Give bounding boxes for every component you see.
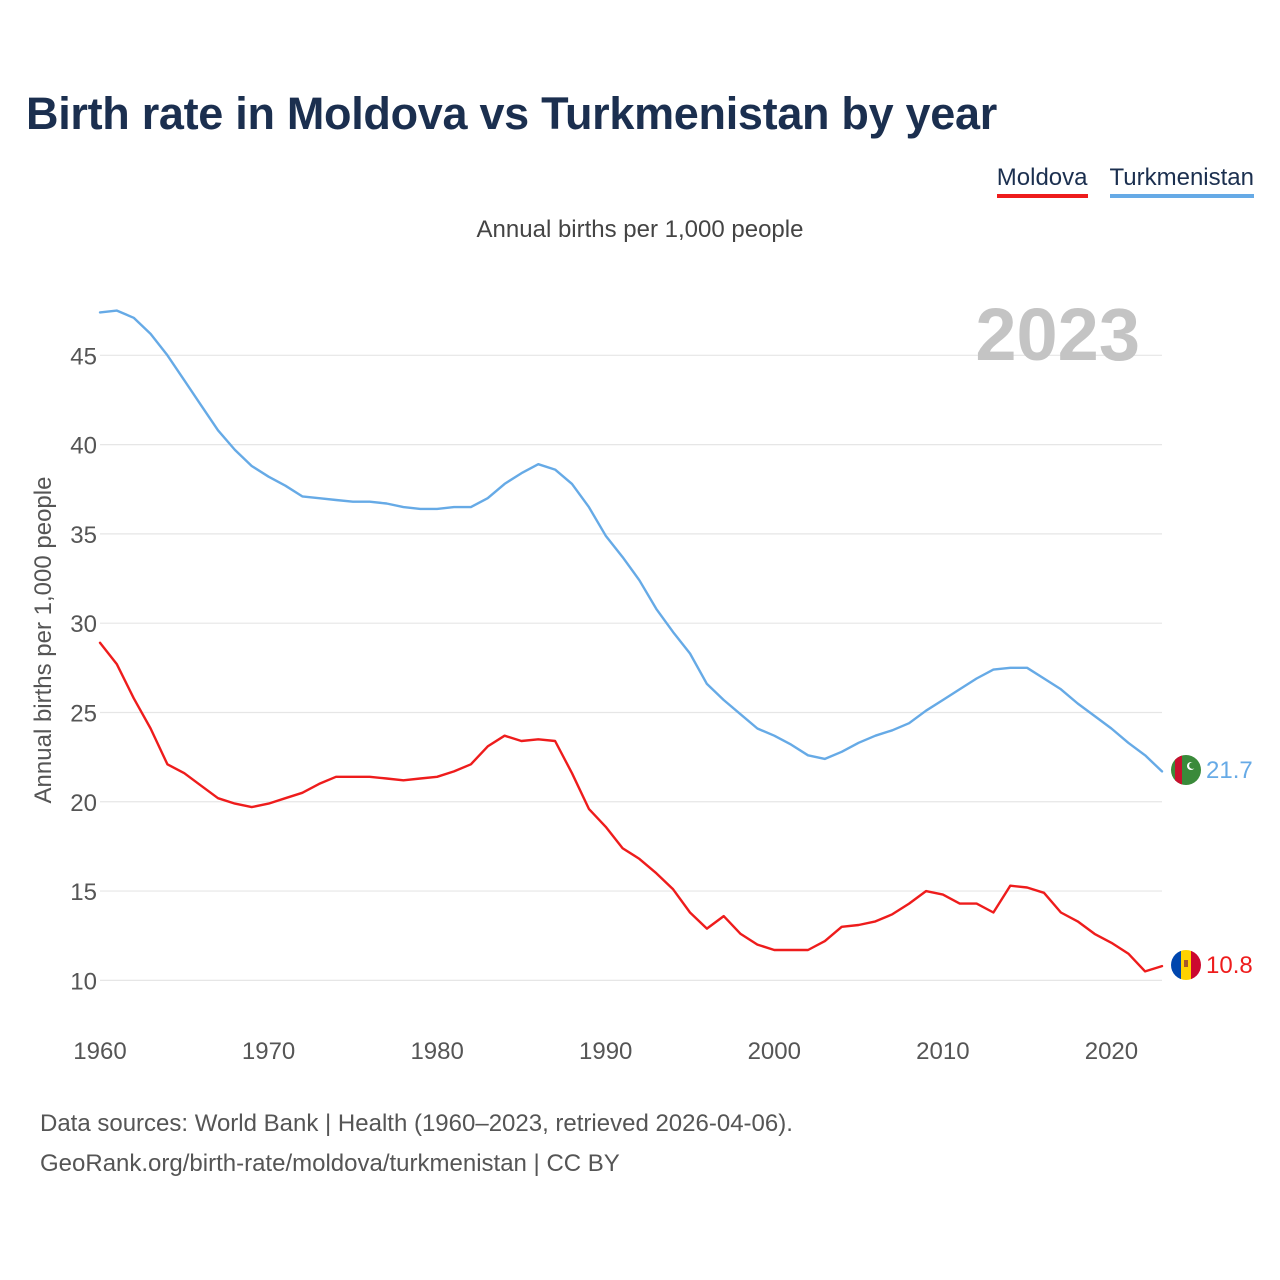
- y-tick-label: 25: [70, 700, 97, 727]
- x-tick-label: 2000: [748, 1038, 801, 1065]
- legend: Moldova Turkmenistan: [996, 164, 1254, 198]
- y-tick-label: 10: [70, 968, 97, 995]
- x-tick-label: 2020: [1085, 1038, 1138, 1065]
- footer-link[interactable]: GeoRank.org/birth-rate/moldova/turkmenis…: [40, 1150, 620, 1177]
- series-line-turkmenistan: [98, 309, 1164, 773]
- year-watermark: 2023: [975, 293, 1140, 376]
- moldova-flag-icon: [1171, 950, 1201, 980]
- legend-item-turkmenistan[interactable]: Turkmenistan: [1109, 164, 1254, 198]
- end-value-turkmenistan: 21.7: [1206, 757, 1253, 784]
- x-tick-label: 1980: [410, 1038, 463, 1065]
- footer: Data sources: World Bank | Health (1960–…: [40, 1104, 793, 1184]
- turkmenistan-flag-icon: [1171, 755, 1201, 785]
- y-axis-label: Annual births per 1,000 people: [30, 477, 57, 804]
- series-line-moldova: [98, 641, 1164, 973]
- axes: 10 15 20 25 30 35 40 45 1960 1970 1980 1990 2000 2010…: [70, 343, 1138, 1065]
- y-tick-label: 45: [70, 343, 97, 370]
- y-tick-label: 30: [70, 611, 97, 638]
- x-tick-label: 2010: [916, 1038, 969, 1065]
- footer-sources: Data sources: World Bank | Health (1960–…: [40, 1110, 793, 1137]
- y-tick-label: 20: [70, 790, 97, 817]
- end-value-moldova: 10.8: [1206, 952, 1253, 979]
- y-tick-label: 40: [70, 433, 97, 460]
- x-tick-label: 1990: [579, 1038, 632, 1065]
- x-tick-label: 1960: [73, 1038, 126, 1065]
- chart-subtitle: Annual births per 1,000 people: [476, 216, 804, 243]
- chart-title: Birth rate in Moldova vs Turkmenistan by…: [26, 88, 997, 139]
- x-tick-label: 1970: [242, 1038, 295, 1065]
- series: [98, 309, 1164, 973]
- legend-item-moldova[interactable]: Moldova: [996, 164, 1088, 198]
- y-tick-label: 15: [70, 879, 97, 906]
- y-tick-label: 35: [70, 522, 97, 549]
